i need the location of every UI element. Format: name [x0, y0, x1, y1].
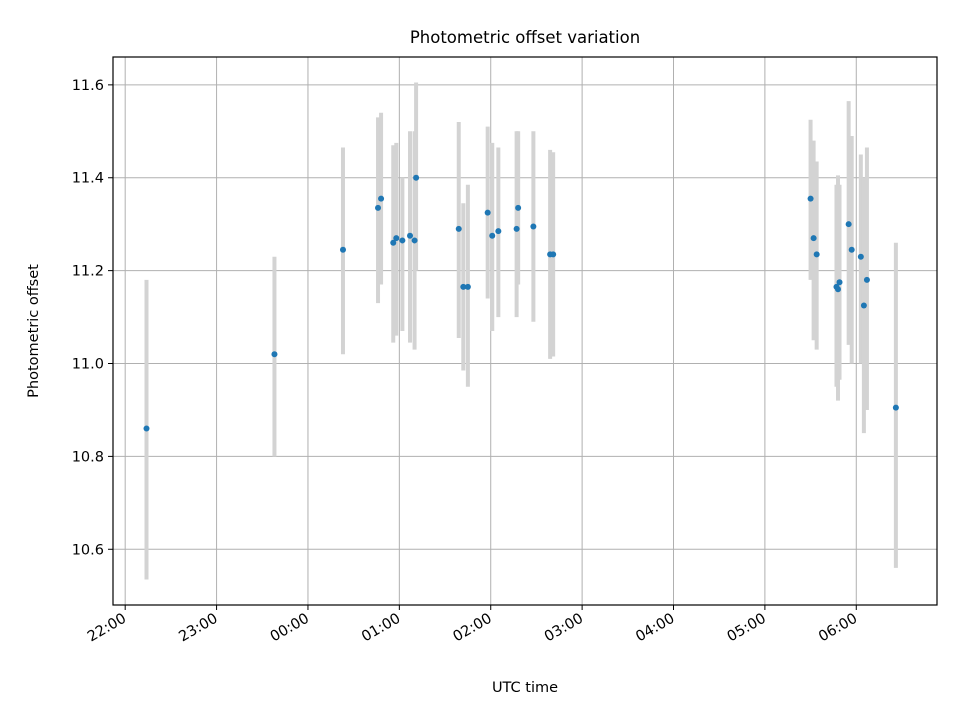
data-point — [892, 404, 899, 411]
data-point — [857, 253, 864, 260]
chart-title: Photometric offset variation — [410, 28, 640, 47]
y-axis-label: Photometric offset — [26, 264, 42, 398]
data-point — [143, 425, 150, 432]
data-point — [271, 351, 278, 358]
data-point — [407, 232, 414, 239]
data-point — [550, 251, 557, 258]
data-point — [411, 237, 418, 244]
data-point — [464, 283, 471, 290]
x-axis-label: UTC time — [492, 680, 558, 696]
data-point — [807, 195, 814, 202]
data-point — [489, 232, 496, 239]
data-point — [393, 235, 400, 242]
data-point — [836, 279, 843, 286]
data-point — [339, 246, 346, 253]
data-point — [455, 225, 462, 232]
data-point — [460, 283, 467, 290]
data-point — [813, 251, 820, 258]
data-point — [810, 235, 817, 242]
data-point — [845, 221, 852, 228]
data-point — [399, 237, 406, 244]
data-point — [860, 302, 867, 309]
y-axis-ticks: 10.6 10.8 11.0 11.2 11.4 11.6 — [72, 78, 113, 558]
y-tick-label: 11.4 — [72, 171, 104, 187]
data-point — [495, 228, 502, 235]
data-point — [513, 225, 520, 232]
y-tick-label: 10.8 — [72, 449, 104, 465]
data-point — [375, 204, 382, 211]
data-points — [143, 174, 899, 432]
data-point — [378, 195, 385, 202]
data-point — [530, 223, 537, 230]
plot-frame — [112, 56, 938, 606]
data-point — [390, 239, 397, 246]
y-tick-label: 11.0 — [72, 357, 104, 373]
y-tick-label: 11.2 — [72, 264, 104, 280]
data-point — [863, 276, 870, 283]
data-point — [848, 246, 855, 253]
data-point — [413, 174, 420, 181]
y-tick-label: 10.6 — [72, 542, 104, 558]
data-point — [834, 286, 841, 293]
data-point — [484, 209, 491, 216]
data-point — [515, 204, 522, 211]
y-tick-label: 11.6 — [72, 78, 104, 94]
